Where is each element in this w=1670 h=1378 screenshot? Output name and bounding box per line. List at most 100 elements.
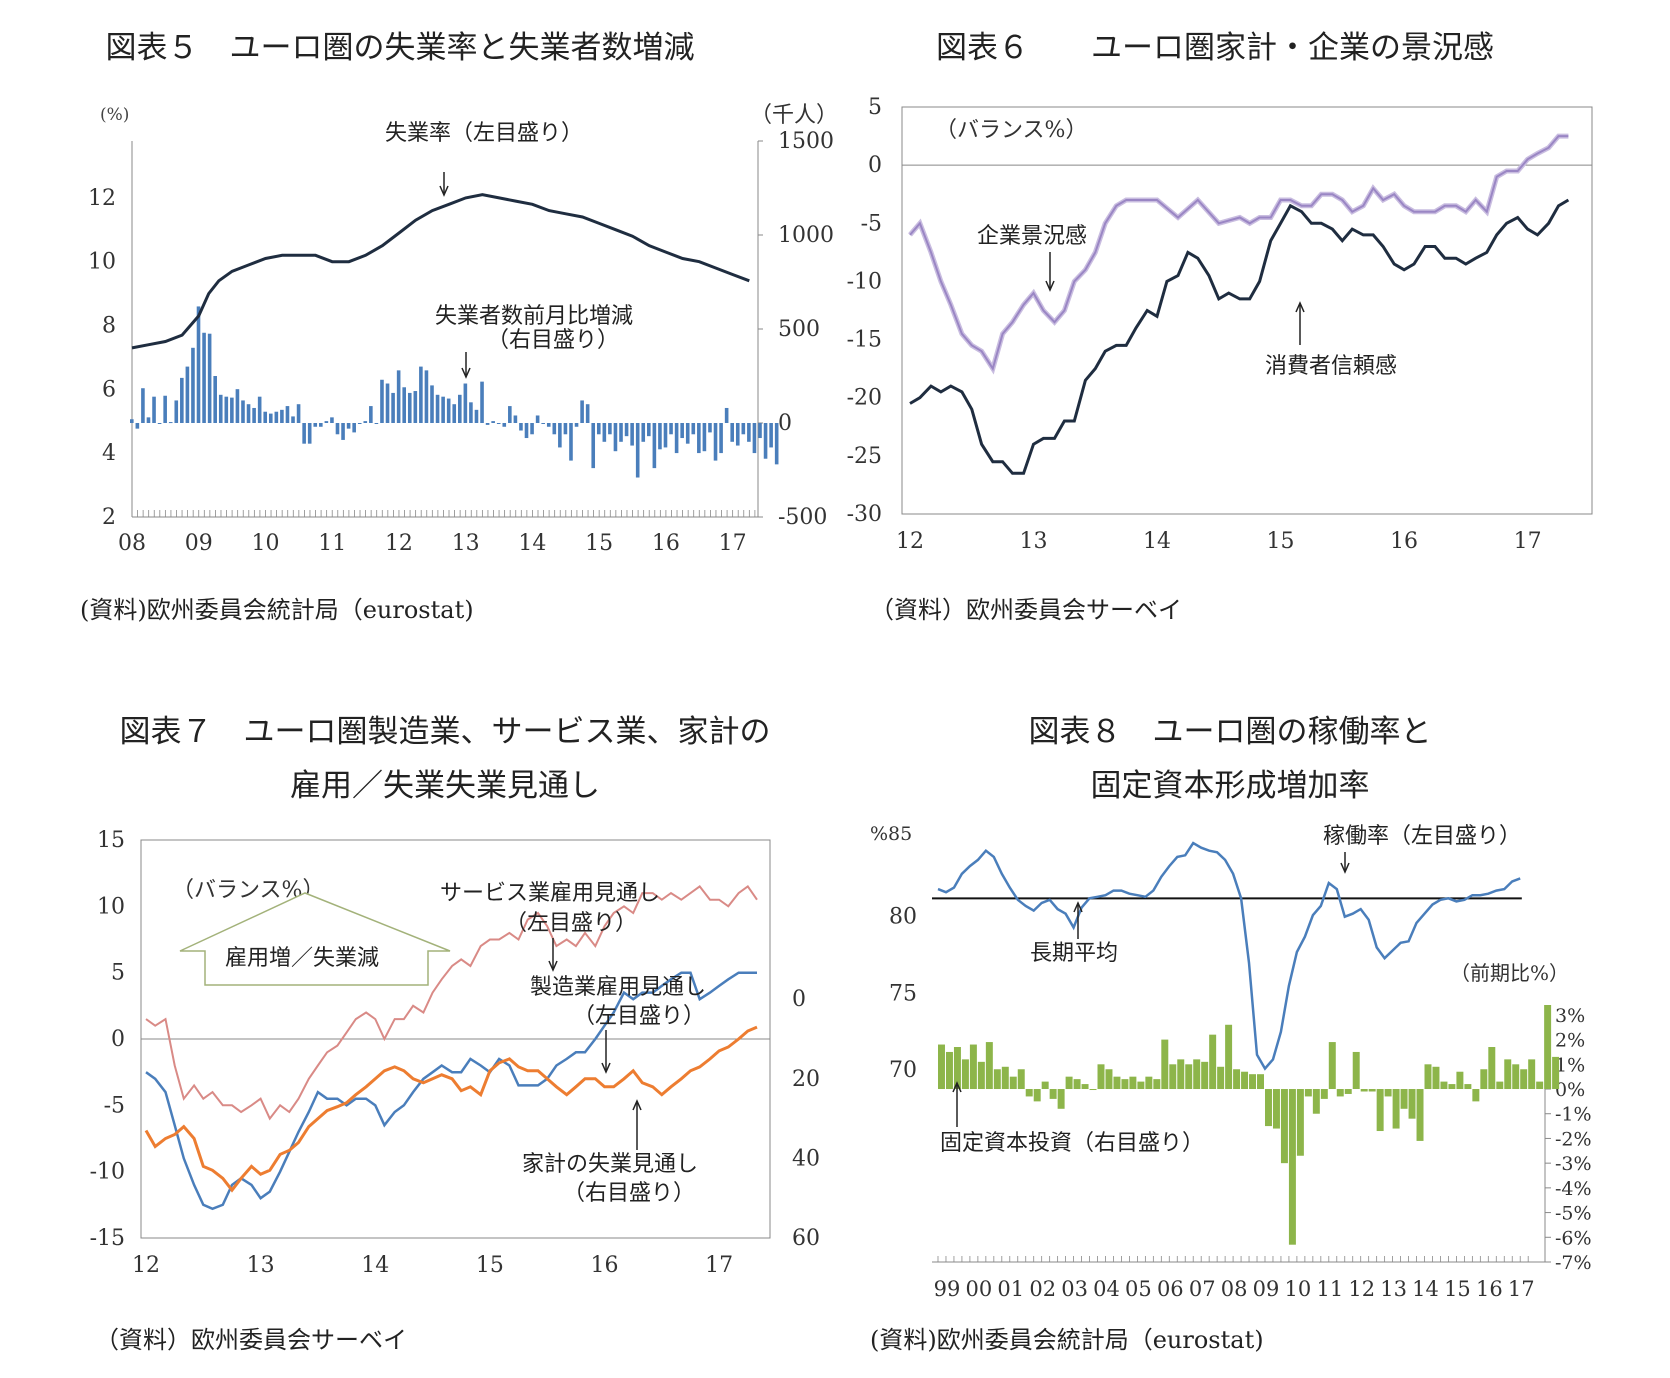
p5-bar xyxy=(469,402,473,423)
p7-left-tick-label: -5 xyxy=(104,1093,125,1118)
p5-bar xyxy=(241,400,245,423)
p5-bar xyxy=(185,366,190,423)
p8-investment-bar xyxy=(969,1044,977,1090)
p8-investment-bar xyxy=(945,1051,953,1090)
p5-bar xyxy=(674,423,679,454)
p8-investment-bar xyxy=(1304,1089,1312,1097)
p8-investment-bar xyxy=(1241,1071,1249,1090)
p8-investment-bar xyxy=(1352,1051,1360,1090)
panel7-title-line1: 図表７ ユーロ圏製造業、サービス業、家計の xyxy=(119,714,771,750)
p8-left-tick-label: 70 xyxy=(889,1058,917,1083)
p5-line-annotation: 失業率（左目盛り） xyxy=(385,121,583,146)
p5-bar xyxy=(274,411,279,423)
p8-investment-bar xyxy=(1081,1084,1089,1090)
panel7-title-line2: 雇用／失業失業見通し xyxy=(290,768,600,804)
p8-investment-bar xyxy=(1073,1079,1081,1090)
p5-bar xyxy=(635,423,640,478)
panel6-source: （資料）欧州委員会サーベイ xyxy=(870,596,1182,624)
p8-investment-bar xyxy=(1440,1081,1448,1090)
p6-x-tick-label: 16 xyxy=(1390,529,1418,554)
p8-investment-bar xyxy=(1033,1089,1041,1102)
p8-investment-bar xyxy=(1520,1069,1528,1090)
p7-x-tick-label: 17 xyxy=(705,1253,733,1278)
p5-bar xyxy=(319,423,323,427)
p5-bar xyxy=(396,370,401,423)
p5-bar xyxy=(302,423,306,444)
p5-x-tick-label: 11 xyxy=(318,531,346,556)
p8-investment-bar xyxy=(1145,1076,1153,1090)
p5-bar xyxy=(207,333,212,423)
p5-bar xyxy=(685,423,690,444)
p8-investment-bar xyxy=(985,1042,993,1090)
p8-investment-bar xyxy=(1201,1061,1209,1090)
p7-right-tick-label: 0 xyxy=(792,987,806,1012)
p5-line-arrowhead xyxy=(439,185,449,197)
p8-investment-bar xyxy=(1121,1079,1129,1090)
p8-investment-bar xyxy=(1368,1089,1376,1092)
p7-left-tick-label: 15 xyxy=(97,828,125,853)
p8-x-tick-label: 13 xyxy=(1380,1277,1407,1300)
p8-investment-bar xyxy=(1249,1074,1257,1090)
p5-bar xyxy=(141,388,145,423)
p6-consumer-confidence-line xyxy=(909,198,1570,475)
p8-investment-bar xyxy=(1288,1089,1296,1245)
p5-bar xyxy=(157,423,162,424)
p8-investment-bar xyxy=(1264,1089,1272,1127)
p6-unit-label: （バランス%） xyxy=(935,118,1087,143)
p5-bar xyxy=(702,423,707,452)
p8-investment-bar xyxy=(1280,1089,1288,1164)
p7-households-line xyxy=(144,1025,758,1193)
p8-x-tick-label: 04 xyxy=(1093,1277,1120,1300)
p6-y-tick-label: -25 xyxy=(847,444,882,469)
p8-investment-bar xyxy=(1065,1076,1073,1090)
p5-bar xyxy=(519,423,523,431)
p5-bar xyxy=(291,416,295,423)
p5-left-unit: (%) xyxy=(100,105,129,125)
p7-x-tick-label: 16 xyxy=(591,1253,619,1278)
p8-investment-bar xyxy=(977,1061,985,1090)
p8-right-tick-label: -1% xyxy=(1555,1104,1592,1126)
p6-y-tick-label: -15 xyxy=(847,328,882,353)
p5-bar xyxy=(658,423,662,450)
p7-households-annotation-1: 家計の失業見通し xyxy=(522,1152,698,1177)
p5-right-tick-label: -500 xyxy=(778,505,827,530)
p5-bar xyxy=(530,423,534,435)
p8-right-tick-label: -7% xyxy=(1555,1252,1592,1274)
p8-x-tick-label: 01 xyxy=(997,1277,1024,1300)
p7-left-tick-label: 5 xyxy=(111,961,125,986)
p5-bar xyxy=(546,423,551,427)
p5-bar xyxy=(285,406,290,423)
p5-x-tick-label: 17 xyxy=(719,531,747,556)
p7-left-tick-label: 10 xyxy=(97,894,125,919)
p8-investment-arrowhead xyxy=(952,1081,962,1093)
p5-bar xyxy=(313,423,318,427)
p5-bar xyxy=(380,379,384,423)
p8-investment-bar xyxy=(1217,1066,1225,1090)
p7-left-tick-label: 0 xyxy=(111,1027,125,1052)
p8-x-tick-label: 17 xyxy=(1508,1277,1535,1300)
p6-y-tick-label: -30 xyxy=(847,502,882,527)
p7-manufacturing-arrowhead xyxy=(601,1062,611,1074)
p8-investment-bar xyxy=(1177,1059,1185,1090)
p8-investment-bar xyxy=(1336,1089,1344,1097)
p5-bar xyxy=(619,423,623,442)
p5-bar xyxy=(357,423,362,424)
p5-bar xyxy=(730,423,735,442)
p5-left-tick-label: 10 xyxy=(88,250,116,275)
p8-investment-bar xyxy=(993,1069,1001,1090)
p8-investment-bar xyxy=(1113,1076,1121,1090)
p5-bar xyxy=(596,423,601,435)
p5-x-tick-label: 10 xyxy=(251,531,279,556)
p5-bar xyxy=(324,421,329,423)
p8-investment-bar xyxy=(1129,1076,1137,1090)
panel8-title-line1: 図表８ ユーロ圏の稼働率と xyxy=(1028,714,1432,750)
p8-x-tick-label: 02 xyxy=(1029,1277,1056,1300)
p8-left-unit: %85 xyxy=(870,823,912,845)
p8-investment-bar xyxy=(953,1047,961,1090)
p8-investment-bar xyxy=(1169,1064,1177,1090)
p5-bar xyxy=(424,370,429,423)
p5-bar xyxy=(774,423,779,465)
p7-x-tick-label: 15 xyxy=(476,1253,504,1278)
p6-axes: 5 0 -5 -10 -15 -20 -25 -30 12 13 14 15 16 17 xyxy=(847,95,1593,554)
